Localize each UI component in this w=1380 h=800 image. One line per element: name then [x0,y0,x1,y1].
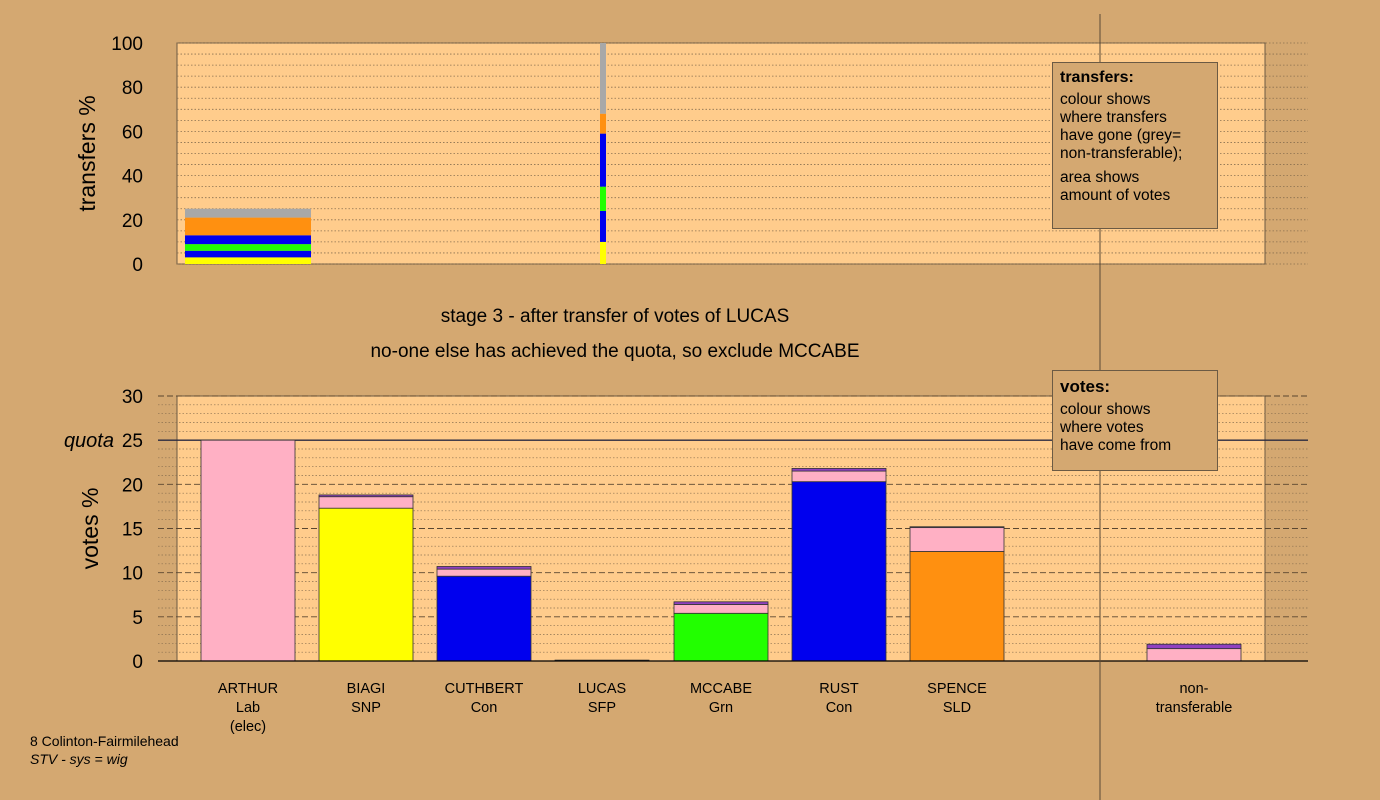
votes-x-tick-label: SLD [943,700,971,716]
transfers-legend-line: amount of votes [1060,187,1171,204]
votes-bar-segment [318,496,414,509]
votes-x-tick-label: Con [826,700,853,716]
votes-legend: votes: colour shows where votes have com… [1052,370,1218,471]
votes-x-tick-label: LUCAS [578,681,626,697]
transfers-bar-segment [185,217,311,236]
transfers-bar-segment [600,43,606,114]
transfers-bar-segment [600,113,606,134]
votes-x-tick-label: non- [1179,681,1208,697]
votes-y-tick-label: 20 [122,475,143,496]
transfers-legend-line: area shows [1060,169,1140,186]
votes-bar-segment [318,507,414,662]
transfers-bar-segment [185,257,311,264]
transfers-y-tick-label: 0 [132,255,143,276]
votes-x-tick-label: ARTHUR [218,681,278,697]
transfers-bar-segment [185,208,311,218]
votes-legend-line: have come from [1060,437,1172,454]
votes-y-tick-label: 25 [122,431,143,452]
votes-bar-segment [673,601,769,605]
votes-bar-segment [436,566,532,570]
votes-bar-segment [791,468,887,472]
votes-y-tick-label: 5 [132,608,143,629]
transfers-bar-segment [185,244,311,251]
transfers-y-tick-label: 80 [122,78,143,99]
votes-x-tick-label: SPENCE [927,681,987,697]
votes-x-tick-label: (elec) [230,719,266,735]
footer-system: STV - sys = wig [30,751,128,767]
votes-x-tick-label: Lab [236,700,260,716]
votes-legend-line: where votes [1060,419,1144,436]
transfers-legend-title: transfers: [1060,69,1134,86]
transfers-legend-line: have gone (grey= [1060,127,1182,144]
transfers-legend: transfers: colour shows where transfers … [1052,62,1218,229]
votes-bar-segment [791,481,887,662]
votes-bar-segment [1146,643,1242,650]
votes-bar-segment [673,604,769,614]
votes-legend-line: colour shows [1060,401,1151,418]
transfers-y-tick-label: 100 [111,34,143,55]
stage-title-line1: stage 3 - after transfer of votes of LUC… [441,306,790,327]
transfers-bar-segment [185,235,311,245]
votes-x-tick-label: Grn [709,700,733,716]
votes-bar-segment [1146,648,1242,662]
transfers-bar-segment [185,250,311,258]
transfers-y-tick-label: 20 [122,211,143,232]
transfers-bar-segment [600,241,606,264]
votes-bar-segment [909,527,1005,552]
stage-title-line2: no-one else has achieved the quota, so e… [370,341,859,362]
votes-bar-segment [436,568,532,577]
footer-constituency: 8 Colinton-Fairmilehead [30,733,179,749]
votes-x-tick-label: RUST [819,681,859,697]
transfers-legend-line: colour shows [1060,91,1151,108]
transfers-bar-segment [600,210,606,242]
quota-label: quota [64,430,114,452]
votes-bar-segment [909,526,1005,529]
votes-y-tick-label: 30 [122,387,143,408]
votes-bar-segment [673,612,769,662]
votes-chart: 0 5 10 15 20 25 30 quota votes % ARTHUR Lab (elec) B… [64,387,1308,735]
votes-bar-segment [436,575,532,662]
votes-bar-segment [200,439,296,662]
votes-legend-title: votes: [1060,377,1111,396]
votes-x-tick-label: CUTHBERT [445,681,524,697]
votes-x-tick-label: MCCABE [690,681,752,697]
votes-bar-segment [909,551,1005,662]
transfers-legend-line: where transfers [1060,109,1167,126]
votes-y-tick-label: 0 [132,652,143,673]
votes-y-axis-label: votes % [77,488,103,570]
transfers-y-tick-label: 40 [122,167,143,188]
votes-x-tick-label: SFP [588,700,616,716]
votes-x-tick-label: BIAGI [347,681,386,697]
votes-y-tick-label: 10 [122,564,143,585]
votes-x-tick-label: transferable [1156,700,1233,716]
votes-y-tick-label: 15 [122,520,143,541]
transfers-y-tick-label: 60 [122,122,143,143]
votes-bar-segment [318,494,414,498]
transfers-legend-line: non-transferable); [1060,145,1183,162]
votes-x-tick-label: Con [471,700,498,716]
transfers-bar-segment [600,133,606,187]
votes-x-tick-label: SNP [351,700,381,716]
transfers-y-axis-label: transfers % [74,95,100,211]
votes-bar-segment [791,470,887,483]
transfers-bar-segment [600,186,606,211]
